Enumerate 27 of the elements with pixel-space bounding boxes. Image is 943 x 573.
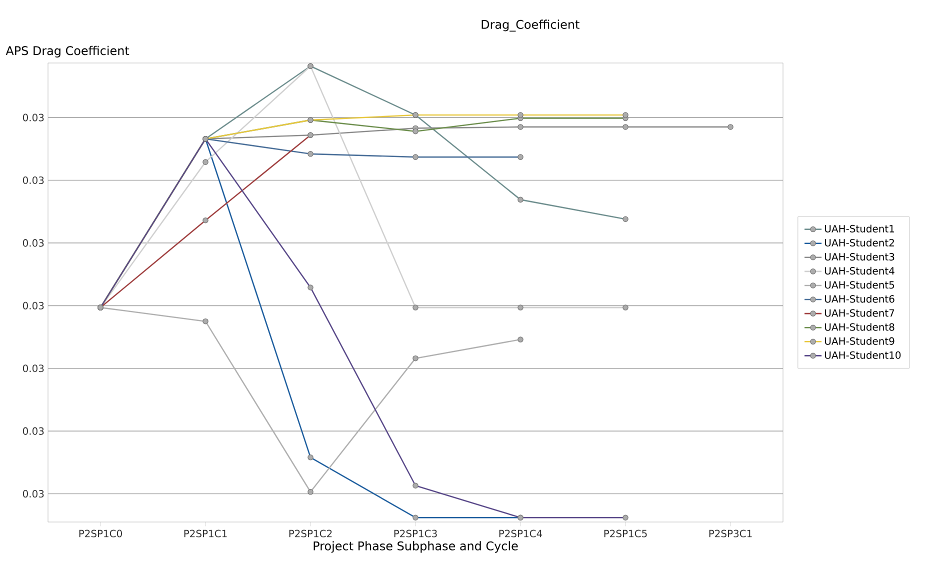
- legend-label: UAH-Student6: [825, 294, 894, 303]
- y-tick-label: 0.03: [22, 114, 44, 122]
- x-tick-label: P2SP1C5: [604, 530, 647, 538]
- legend-label: UAH-Student4: [825, 266, 894, 275]
- legend-label: UAH-Student3: [825, 252, 894, 261]
- x-tick-label: P2SP1C1: [184, 530, 227, 538]
- legend-label: UAH-Student7: [825, 309, 894, 317]
- y-tick-label: 0.03: [22, 427, 44, 435]
- x-tick-label: P2SP3C1: [709, 530, 752, 538]
- y-tick-label: 0.03: [22, 490, 44, 498]
- legend-label: UAH-Student2: [825, 238, 894, 247]
- x-tick-label: P2SP1C3: [394, 530, 437, 538]
- legend-label: UAH-Student9: [825, 337, 894, 345]
- legend-label: UAH-Student5: [825, 280, 894, 289]
- y-axis-title: APS Drag Coefficient: [6, 46, 130, 58]
- x-tick-label: P2SP1C4: [499, 530, 542, 538]
- y-tick-label: 0.03: [22, 239, 44, 247]
- chart-title: Drag_Coefficient: [482, 20, 580, 32]
- y-tick-label: 0.03: [22, 364, 44, 372]
- x-tick-label: P2SP1C0: [79, 530, 122, 538]
- x-axis-title: Project Phase Subphase and Cycle: [314, 541, 518, 553]
- y-tick-label: 0.03: [22, 302, 44, 310]
- y-tick-label: 0.03: [22, 176, 44, 184]
- legend-label: UAH-Student1: [825, 224, 894, 232]
- legend-label: UAH-Student8: [825, 323, 894, 331]
- x-tick-label: P2SP1C2: [289, 530, 332, 538]
- legend-label: UAH-Student10: [825, 351, 901, 359]
